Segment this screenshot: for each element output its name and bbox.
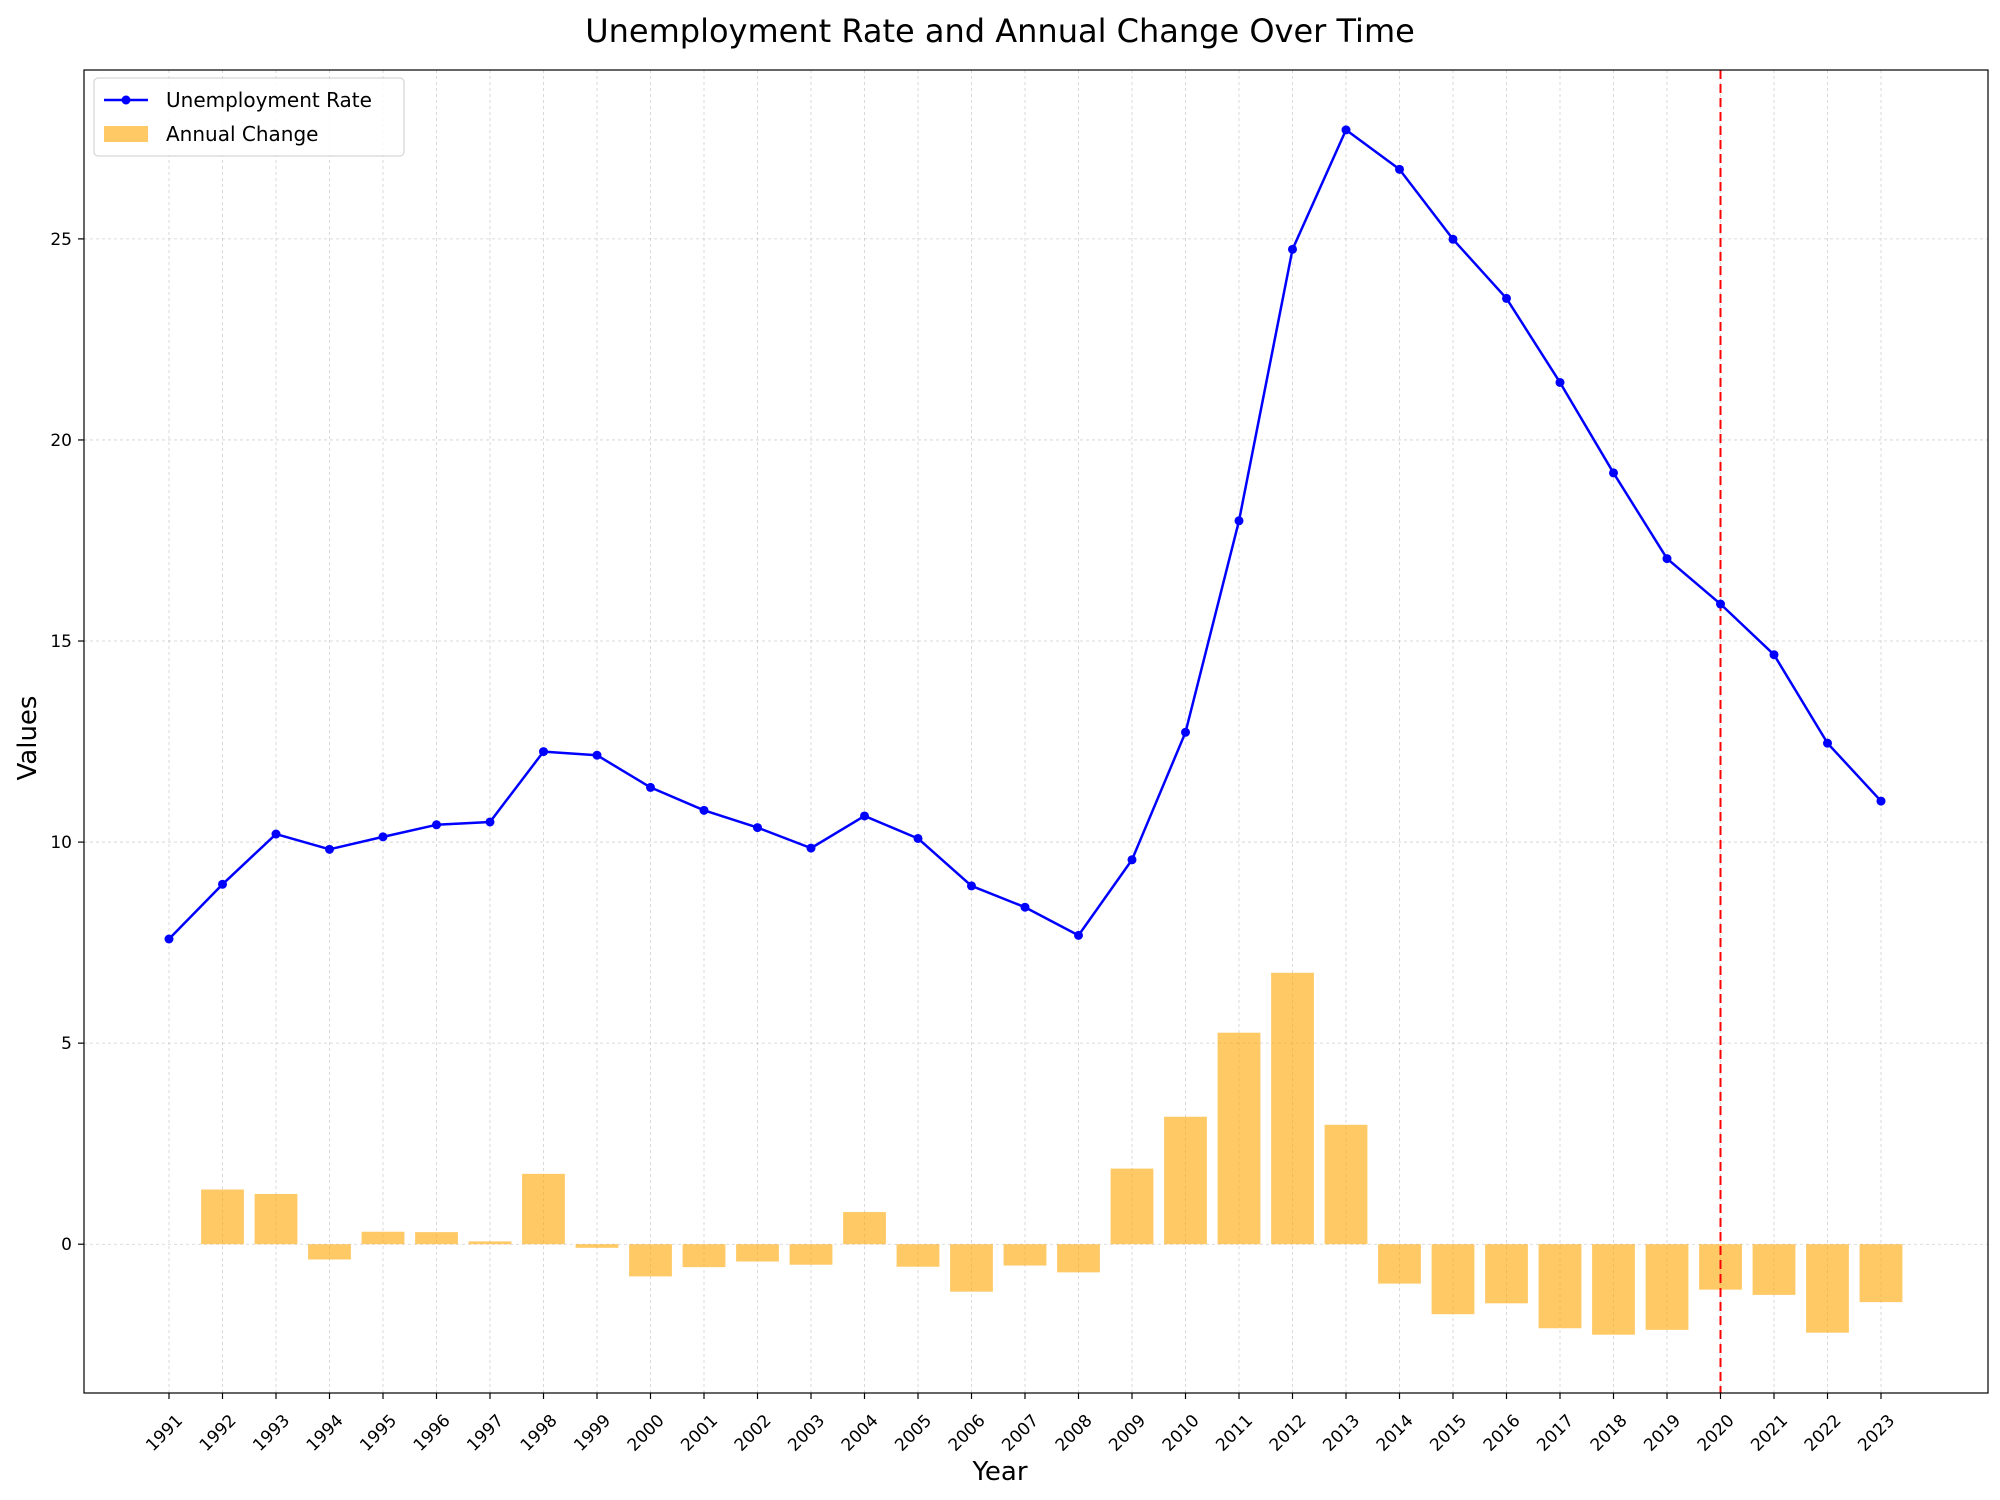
point-1996 xyxy=(432,820,441,830)
bar-2010 xyxy=(1164,1116,1207,1245)
point-1993 xyxy=(271,829,281,839)
point-2011 xyxy=(1234,516,1244,526)
bar-1993 xyxy=(254,1193,298,1245)
point-2010 xyxy=(1181,727,1190,737)
bar-2011 xyxy=(1217,1032,1261,1245)
point-1999 xyxy=(592,750,602,760)
bar-1994 xyxy=(308,1244,351,1260)
legend-label-annual-change: Annual Change xyxy=(166,122,318,146)
bar-2013 xyxy=(1324,1124,1368,1245)
y-tick-label-20: 20 xyxy=(50,431,72,451)
point-2000 xyxy=(646,782,655,792)
legend: Unemployment Rate Annual Change xyxy=(93,77,405,157)
x-axis-title: Year xyxy=(971,1457,1027,1487)
point-1998 xyxy=(539,747,548,757)
point-2019 xyxy=(1662,554,1672,564)
bar-2021 xyxy=(1752,1244,1796,1295)
bar-2012 xyxy=(1271,972,1314,1245)
point-1992 xyxy=(218,879,227,889)
legend-label-unemployment-rate: Unemployment Rate xyxy=(166,88,372,112)
point-2022 xyxy=(1823,738,1832,748)
point-2007 xyxy=(1020,902,1030,912)
bar-2016 xyxy=(1485,1244,1528,1304)
bar-2018 xyxy=(1592,1244,1635,1335)
bar-2009 xyxy=(1110,1168,1154,1245)
y-tick-label-25: 25 xyxy=(50,230,72,250)
y-tick-label-10: 10 xyxy=(50,833,72,853)
bar-1999 xyxy=(575,1244,619,1248)
point-2004 xyxy=(860,811,869,821)
plot-frame xyxy=(83,69,1989,1394)
bar-2006 xyxy=(950,1244,993,1292)
point-2005 xyxy=(913,833,923,843)
bar-2015 xyxy=(1431,1244,1475,1315)
bar-2007 xyxy=(1003,1244,1047,1266)
bar-2017 xyxy=(1538,1244,1582,1329)
point-2012 xyxy=(1288,244,1297,254)
bar-1995 xyxy=(361,1231,405,1245)
y-tick-label-5: 5 xyxy=(61,1034,72,1054)
point-2002 xyxy=(753,823,762,833)
bar-2001 xyxy=(682,1244,726,1268)
y-tick-label-0: 0 xyxy=(61,1235,72,1255)
point-2021 xyxy=(1769,650,1779,660)
point-1995 xyxy=(378,832,388,842)
bar-2022 xyxy=(1806,1244,1849,1333)
bar-2014 xyxy=(1378,1244,1421,1284)
bar-1992 xyxy=(201,1189,244,1245)
legend-bar-swatch xyxy=(104,126,148,142)
point-1994 xyxy=(325,844,334,854)
point-2013 xyxy=(1341,125,1351,135)
point-2001 xyxy=(699,805,709,815)
point-2003 xyxy=(806,843,816,853)
legend-line-marker xyxy=(121,95,131,105)
bar-2003 xyxy=(789,1244,833,1265)
bar-2000 xyxy=(629,1244,672,1277)
point-2016 xyxy=(1502,293,1511,303)
bar-1996 xyxy=(415,1232,458,1245)
y-axis-title: Values xyxy=(13,696,43,781)
point-2014 xyxy=(1395,164,1404,174)
point-1991 xyxy=(164,934,174,944)
line-layer xyxy=(164,125,1886,944)
point-1997 xyxy=(485,817,495,827)
bar-2005 xyxy=(896,1244,940,1267)
bar-1998 xyxy=(522,1173,565,1245)
legend-box xyxy=(93,77,405,157)
point-2006 xyxy=(967,881,976,891)
bar-1997 xyxy=(468,1241,512,1245)
point-2015 xyxy=(1448,234,1458,244)
point-2018 xyxy=(1609,468,1618,478)
bar-2008 xyxy=(1057,1244,1100,1273)
bars xyxy=(201,972,1903,1335)
point-2023 xyxy=(1876,796,1886,806)
point-2020 xyxy=(1716,599,1725,609)
point-2008 xyxy=(1074,930,1083,940)
bar-2019 xyxy=(1645,1244,1689,1330)
point-2009 xyxy=(1127,855,1137,865)
y-tick-label-15: 15 xyxy=(50,632,72,652)
bar-2023 xyxy=(1859,1244,1903,1303)
point-2017 xyxy=(1555,377,1565,387)
chart-title: Unemployment Rate and Annual Change Over… xyxy=(585,12,1415,50)
bar-2004 xyxy=(843,1212,886,1245)
bar-2002 xyxy=(736,1244,779,1262)
